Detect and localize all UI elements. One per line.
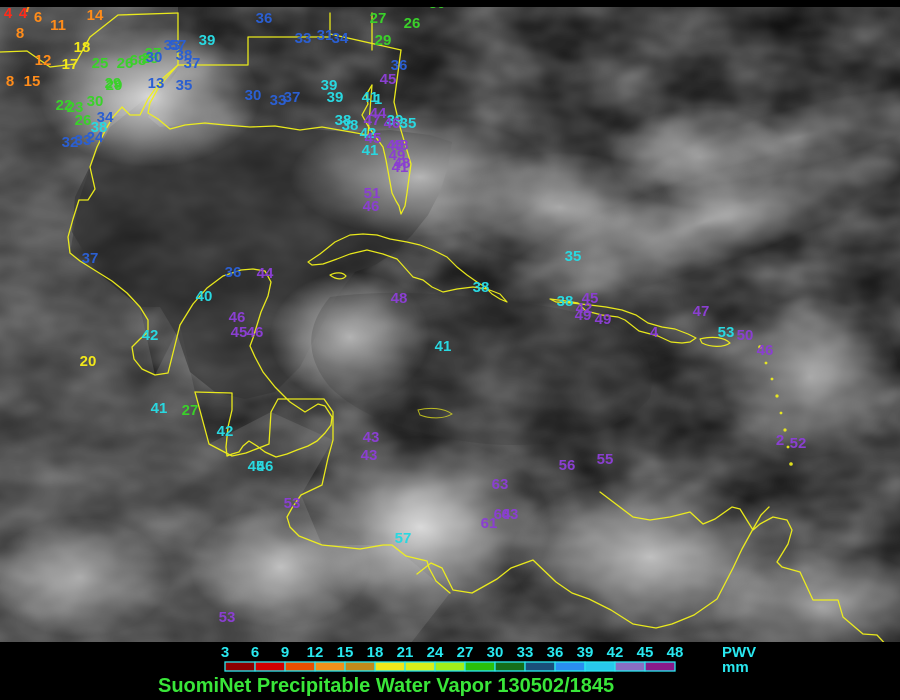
svg-text:43: 43 [363,429,380,446]
svg-text:42: 42 [607,644,624,661]
svg-text:42: 42 [217,423,234,440]
svg-text:63: 63 [502,506,519,523]
svg-text:47: 47 [693,303,710,320]
svg-text:53: 53 [219,609,236,626]
svg-text:52: 52 [790,435,807,452]
svg-text:56: 56 [559,457,576,474]
svg-text:46: 46 [247,324,264,341]
svg-text:36: 36 [225,264,242,281]
svg-text:37: 37 [82,250,99,267]
svg-text:50: 50 [737,327,754,344]
svg-text:43: 43 [361,447,378,464]
svg-text:38: 38 [473,279,490,296]
svg-text:24: 24 [427,644,444,661]
svg-text:29: 29 [375,32,392,49]
svg-text:30: 30 [146,49,163,66]
svg-text:40: 40 [196,288,213,305]
svg-text:39: 39 [327,89,344,106]
svg-text:41: 41 [151,400,168,417]
svg-text:30: 30 [429,7,446,12]
svg-text:33: 33 [295,30,312,47]
svg-text:30: 30 [487,644,504,661]
svg-text:55: 55 [597,451,614,468]
svg-text:24: 24 [87,129,104,146]
svg-text:41: 41 [392,159,409,176]
svg-text:45: 45 [637,644,654,661]
svg-text:41: 41 [435,338,452,355]
svg-text:46: 46 [257,458,274,475]
svg-text:29: 29 [105,75,122,92]
svg-text:4: 4 [4,7,13,22]
svg-text:30: 30 [245,87,262,104]
svg-text:6: 6 [34,9,42,26]
svg-text:35: 35 [176,77,193,94]
svg-text:39: 39 [199,32,216,49]
svg-text:37: 37 [284,89,301,106]
svg-text:2: 2 [776,432,784,449]
svg-text:8: 8 [6,73,14,90]
svg-text:27: 27 [370,10,387,27]
svg-text:42: 42 [576,300,593,317]
svg-text:6: 6 [251,644,259,661]
svg-text:38: 38 [557,293,574,310]
svg-text:26: 26 [75,112,92,129]
svg-text:21: 21 [397,644,414,661]
svg-text:45: 45 [380,71,397,88]
svg-text:46: 46 [384,115,401,132]
svg-text:18: 18 [74,39,91,56]
svg-text:44: 44 [257,265,274,282]
svg-text:27: 27 [182,402,199,419]
svg-text:35: 35 [565,248,582,265]
svg-text:53: 53 [718,324,735,341]
svg-text:45: 45 [231,324,248,341]
svg-text:20: 20 [114,7,131,10]
svg-text:4: 4 [650,324,659,341]
svg-text:27: 27 [457,644,474,661]
svg-text:48: 48 [391,290,408,307]
svg-text:36: 36 [547,644,564,661]
svg-text:12: 12 [307,644,324,661]
svg-text:8: 8 [16,25,24,42]
svg-text:41: 41 [362,142,379,159]
svg-text:15: 15 [337,644,354,661]
svg-text:11: 11 [50,17,66,34]
svg-text:25: 25 [92,55,109,72]
svg-text:7: 7 [24,7,32,16]
svg-text:13: 13 [148,75,165,92]
svg-text:39: 39 [577,644,594,661]
svg-text:49: 49 [595,311,612,328]
svg-text:37: 37 [184,55,201,72]
svg-text:42: 42 [142,327,159,344]
svg-text:20: 20 [80,353,97,370]
svg-text:mm: mm [722,659,749,676]
svg-text:9: 9 [281,644,289,661]
svg-text:34: 34 [332,30,349,47]
svg-text:18: 18 [367,644,384,661]
svg-text:14: 14 [87,7,104,24]
svg-text:30: 30 [87,93,104,110]
svg-text:38: 38 [342,117,359,134]
svg-text:26: 26 [404,15,421,32]
svg-text:48: 48 [667,644,684,661]
svg-text:46: 46 [363,198,380,215]
svg-text:63: 63 [492,476,509,493]
svg-text:12: 12 [35,52,52,69]
svg-text:61: 61 [481,515,498,532]
svg-text:46: 46 [757,342,774,359]
svg-text:35: 35 [400,115,417,132]
svg-text:SuomiNet Precipitable Water Va: SuomiNet Precipitable Water Vapor 130502… [158,675,614,697]
svg-text:36: 36 [256,10,273,27]
svg-text:3: 3 [221,644,229,661]
svg-text:33: 33 [517,644,534,661]
svg-text:17: 17 [62,56,79,73]
svg-text:53: 53 [284,495,301,512]
svg-text:15: 15 [24,73,41,90]
svg-text:57: 57 [395,530,412,547]
